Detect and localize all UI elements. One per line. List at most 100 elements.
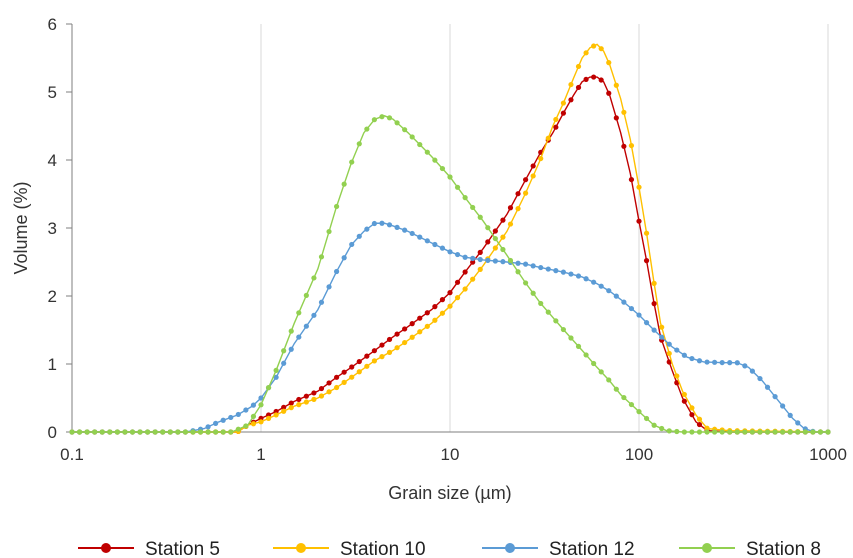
data-point	[288, 346, 294, 352]
data-point	[228, 429, 234, 435]
y-tick-label: 0	[48, 423, 57, 442]
data-point	[477, 214, 483, 220]
data-point	[764, 429, 771, 435]
data-point	[553, 318, 559, 324]
data-point	[651, 327, 657, 333]
data-point	[507, 221, 514, 227]
data-point	[341, 255, 347, 261]
y-tick-labels: 0 1 2 3 4 5 6	[48, 15, 72, 442]
data-point	[780, 429, 786, 435]
data-point	[727, 360, 733, 366]
data-point	[311, 390, 317, 396]
data-point	[356, 233, 362, 239]
data-point	[379, 342, 385, 348]
data-point	[810, 429, 816, 435]
grid-lines	[260, 24, 829, 432]
data-point	[424, 323, 430, 329]
data-point	[500, 246, 506, 253]
data-point	[402, 326, 408, 332]
data-point	[265, 415, 272, 421]
data-point	[402, 227, 408, 233]
data-point	[704, 429, 710, 435]
data-point	[606, 60, 612, 66]
data-point	[492, 258, 498, 264]
legend-marker	[101, 543, 111, 553]
data-point	[296, 334, 302, 340]
data-point	[749, 368, 756, 374]
data-point	[500, 234, 506, 240]
data-point	[621, 299, 627, 305]
data-point	[704, 425, 710, 431]
y-tick-label: 4	[48, 151, 57, 170]
data-point	[538, 155, 544, 162]
data-point	[349, 374, 355, 380]
data-point	[507, 205, 514, 211]
legend-item: Station 5	[78, 539, 220, 558]
data-point	[394, 331, 400, 337]
legend-marker	[702, 543, 712, 553]
data-point	[424, 238, 430, 244]
data-point	[621, 109, 627, 115]
data-point	[258, 402, 264, 408]
data-point	[386, 222, 393, 228]
data-point	[243, 423, 249, 429]
data-point	[303, 292, 309, 298]
data-point	[454, 184, 461, 190]
data-point	[628, 176, 635, 183]
data-point	[530, 290, 536, 296]
data-point	[681, 352, 687, 358]
data-point	[545, 135, 551, 141]
data-point	[575, 63, 582, 70]
data-point	[281, 348, 287, 354]
data-point	[145, 429, 151, 435]
data-point	[107, 429, 113, 435]
data-point	[205, 429, 211, 435]
data-point	[364, 226, 370, 232]
data-point	[477, 256, 483, 263]
legend: Station 5 Station 10 Station 12 Station 8	[78, 539, 821, 558]
data-point	[628, 142, 635, 149]
data-point	[470, 276, 476, 282]
data-point	[538, 300, 544, 307]
data-point	[606, 377, 612, 383]
data-point	[772, 394, 778, 400]
data-point	[628, 401, 635, 408]
data-point	[137, 429, 143, 435]
data-point	[606, 90, 612, 96]
data-point	[326, 228, 332, 235]
data-point	[643, 230, 650, 236]
data-point	[364, 126, 370, 132]
data-point	[500, 259, 506, 265]
data-point	[515, 269, 521, 275]
data-point	[447, 290, 453, 296]
data-point	[402, 339, 408, 346]
data-point	[114, 429, 120, 435]
data-point	[560, 269, 567, 275]
data-point	[515, 191, 521, 197]
data-point	[394, 120, 400, 126]
data-point	[553, 268, 559, 274]
data-point	[545, 309, 551, 315]
data-point	[817, 429, 824, 435]
data-point	[296, 402, 302, 408]
data-point	[591, 360, 597, 367]
data-point	[462, 254, 468, 260]
data-point	[636, 409, 642, 415]
legend-marker	[505, 543, 515, 553]
data-point	[303, 393, 309, 399]
data-point	[712, 429, 718, 435]
data-point	[379, 114, 385, 120]
data-point	[568, 97, 574, 103]
data-point	[76, 429, 83, 435]
data-point	[334, 384, 340, 391]
data-point	[742, 429, 748, 435]
data-point	[636, 218, 642, 224]
data-point	[659, 425, 665, 432]
data-point	[220, 429, 226, 435]
data-point	[507, 257, 514, 264]
data-point	[326, 389, 332, 395]
data-point	[674, 380, 680, 386]
data-point	[666, 341, 672, 347]
data-point	[303, 323, 309, 329]
data-point	[575, 273, 582, 279]
